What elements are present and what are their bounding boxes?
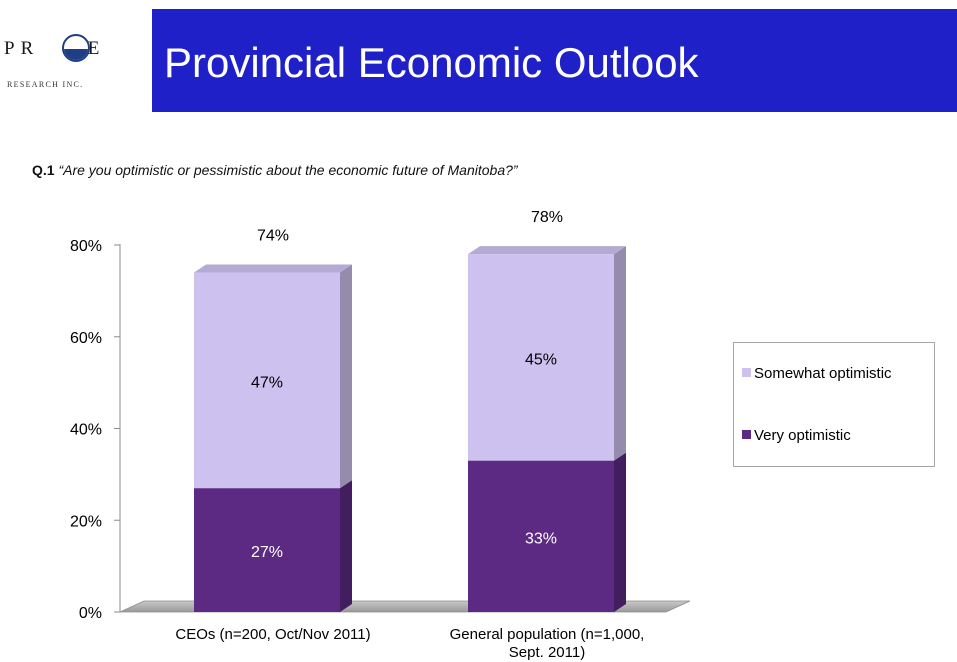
x-tick-label: CEOs (n=200, Oct/Nov 2011) — [175, 626, 370, 643]
x-tick-label: Sept. 2011) — [509, 644, 585, 661]
logo-letters-left: P R — [4, 38, 35, 59]
legend-label-very: Very optimistic — [754, 427, 851, 444]
legend: Somewhat optimistic Very optimistic — [733, 342, 935, 467]
question-text: “Are you optimistic or pessimistic about… — [58, 162, 518, 178]
y-tick-label: 40% — [70, 422, 102, 439]
data-label: 45% — [525, 351, 557, 368]
page-title: Provincial Economic Outlook — [164, 39, 699, 86]
bar-segment — [194, 488, 340, 612]
x-tick-label: General population (n=1,000, — [450, 626, 645, 643]
bar-side-face — [340, 264, 352, 489]
y-tick-label: 0% — [79, 605, 102, 622]
legend-label-somewhat: Somewhat optimistic — [754, 365, 892, 382]
bar-side-face — [614, 246, 626, 461]
title-bar: Provincial Economic Outlook — [152, 9, 957, 112]
legend-swatch-very — [742, 430, 751, 439]
question: Q.1 “Are you optimistic or pessimistic a… — [32, 162, 518, 178]
y-tick-label: 20% — [70, 513, 102, 530]
bar-segment — [468, 460, 614, 612]
logo-subtitle: RESEARCH INC. — [7, 80, 84, 89]
logo-circle-icon — [62, 34, 90, 62]
bar-top-face — [468, 246, 626, 255]
question-number: Q.1 — [32, 162, 55, 178]
probe-logo: P RB E RESEARCH INC. — [0, 0, 152, 118]
bar-segment — [468, 254, 614, 461]
legend-item-somewhat: Somewhat optimistic — [742, 365, 892, 382]
data-label: 27% — [251, 544, 283, 561]
legend-item-very: Very optimistic — [742, 427, 851, 444]
legend-swatch-somewhat — [742, 368, 751, 377]
data-label: 33% — [525, 530, 557, 547]
data-label: 47% — [251, 374, 283, 391]
total-label: 74% — [257, 228, 289, 245]
bar-top-face — [194, 264, 352, 273]
y-tick-label: 80% — [70, 238, 102, 255]
bar-side-face — [340, 480, 352, 612]
bar-side-face — [614, 452, 626, 612]
bar-segment — [194, 272, 340, 489]
total-label: 78% — [531, 209, 563, 226]
y-tick-label: 60% — [70, 330, 102, 347]
header: P RB E RESEARCH INC. Provincial Economic… — [0, 0, 957, 118]
